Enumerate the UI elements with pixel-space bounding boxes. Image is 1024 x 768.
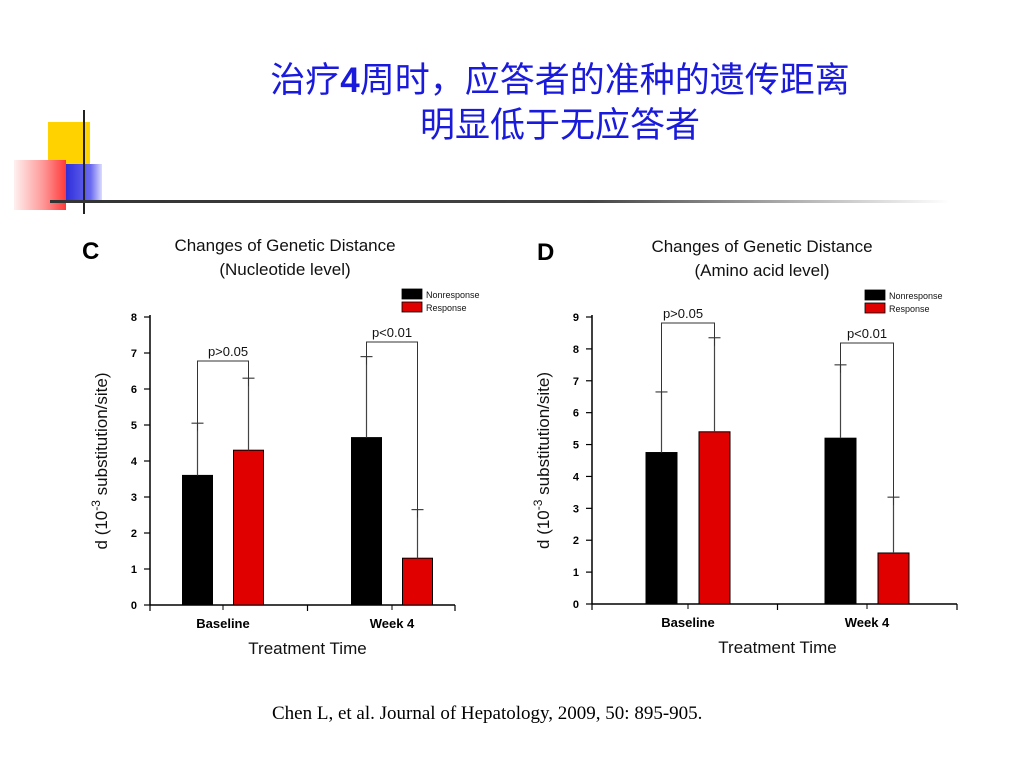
y-tick-label: 2 <box>573 535 579 547</box>
bar-response <box>877 552 910 605</box>
y-tick-label: 1 <box>131 564 137 576</box>
legend-swatch-response <box>864 302 886 314</box>
y-tick-label: 4 <box>573 471 580 483</box>
legend-label-nonresponse: Nonresponse <box>889 291 943 301</box>
decor-horizontal-line <box>50 200 950 203</box>
bar-response <box>698 431 731 605</box>
significance-bracket <box>366 341 418 518</box>
significance-bracket <box>661 322 715 400</box>
legend-swatch-response <box>401 301 423 313</box>
title-number: 4 <box>340 61 360 100</box>
p-value-label: p>0.05 <box>663 306 703 321</box>
bar-nonresponse <box>351 437 382 606</box>
y-tick-label: 9 <box>573 312 579 324</box>
y-tick-label: 7 <box>573 376 579 388</box>
bar-nonresponse <box>824 437 857 605</box>
chart-subtitle: (Nucleotide level) <box>219 260 350 279</box>
citation: Chen L, et al. Journal of Hepatology, 20… <box>272 703 703 724</box>
slide-title: 治疗4周时，应答者的准种的遗传距离 明显低于无应答者 <box>150 58 970 149</box>
significance-bracket <box>197 360 249 432</box>
p-value-label: p<0.01 <box>372 325 412 340</box>
bar-nonresponse <box>645 452 678 605</box>
chart-panel-c: C Changes of Genetic Distance (Nucleotide … <box>82 236 480 658</box>
x-tick-label: Week 4 <box>370 616 415 631</box>
chart-title: Changes of Genetic Distance <box>651 237 872 256</box>
bar-nonresponse <box>182 474 213 606</box>
chart-title: Changes of Genetic Distance <box>174 236 395 255</box>
chart-subtitle: (Amino acid level) <box>694 261 829 280</box>
y-tick-label: 5 <box>573 440 579 452</box>
y-tick-label: 6 <box>573 408 579 420</box>
y-tick-label: 5 <box>131 420 137 432</box>
x-axis-label: Treatment Time <box>718 638 836 657</box>
panel-letter: C <box>82 238 99 265</box>
y-tick-label: 0 <box>573 599 579 611</box>
y-tick-label: 3 <box>573 503 579 515</box>
y-tick-label: 0 <box>131 600 137 612</box>
legend-label-response: Response <box>889 304 930 314</box>
title-line-2: 明显低于无应答者 <box>419 106 700 146</box>
y-tick-label: 7 <box>131 348 137 360</box>
legend-swatch-nonresponse <box>401 288 423 300</box>
y-tick-label: 8 <box>131 312 137 324</box>
x-axis-label: Treatment Time <box>248 639 366 658</box>
bar-response <box>233 449 264 606</box>
y-tick-label: 4 <box>131 456 138 468</box>
y-tick-label: 3 <box>131 492 137 504</box>
title-line-1: 治疗4周时，应答者的准种的遗传距离 <box>270 61 850 101</box>
y-tick-label: 8 <box>573 344 579 356</box>
y-tick-label: 1 <box>573 567 579 579</box>
decor-vertical-line <box>83 110 85 214</box>
y-tick-label: 6 <box>131 384 137 396</box>
x-tick-label: Baseline <box>196 616 249 631</box>
bar-response <box>402 557 433 606</box>
significance-bracket <box>840 342 894 506</box>
panel-letter: D <box>537 239 554 266</box>
legend-label-nonresponse: Nonresponse <box>426 290 480 300</box>
x-tick-label: Baseline <box>661 615 714 630</box>
y-tick-label: 2 <box>131 528 137 540</box>
x-tick-label: Week 4 <box>845 615 890 630</box>
y-axis-label: d (10-3 substitution/site) <box>531 372 553 549</box>
chart-panel-d: D Changes of Genetic Distance (Amino acid … <box>531 237 958 657</box>
p-value-label: p>0.05 <box>208 344 248 359</box>
legend-swatch-nonresponse <box>864 289 886 301</box>
y-axis-label: d (10-3 substitution/site) <box>89 373 111 550</box>
p-value-label: p<0.01 <box>847 326 887 341</box>
legend-label-response: Response <box>426 303 467 313</box>
